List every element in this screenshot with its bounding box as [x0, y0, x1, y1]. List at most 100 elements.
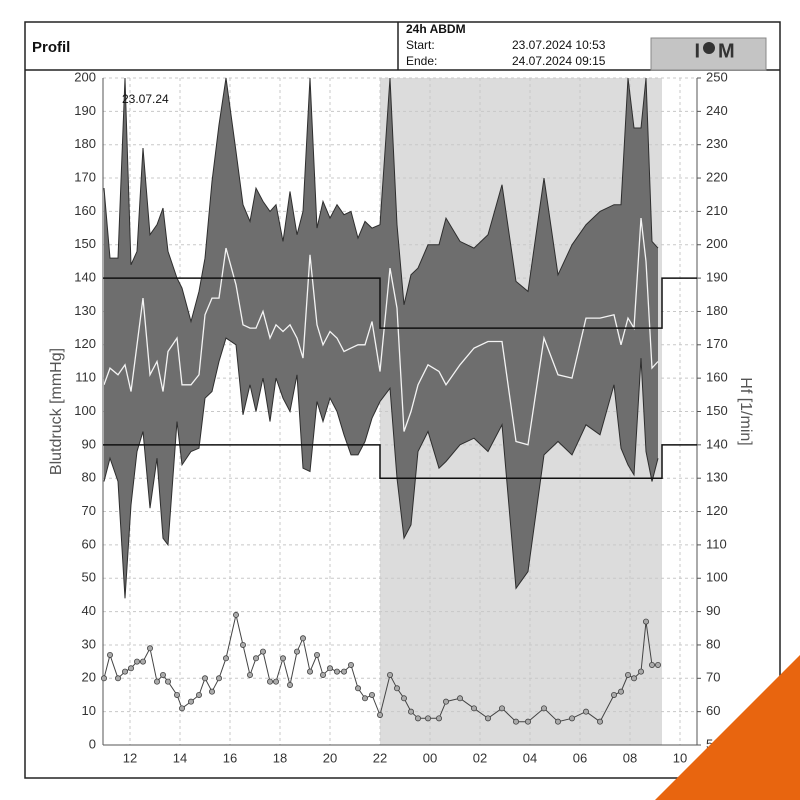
hr-point: [376, 711, 383, 718]
y-tick-label: 20: [82, 670, 96, 685]
x-tick-label: 00: [423, 750, 437, 765]
hr-point: [215, 675, 222, 682]
y-tick-label: 80: [82, 470, 96, 485]
y2-tick-label: 180: [706, 303, 728, 318]
hr-point: [525, 718, 532, 725]
hr-point: [638, 668, 645, 675]
hr-point: [101, 675, 108, 682]
x-tick-label: 16: [223, 750, 237, 765]
hr-point: [583, 708, 590, 715]
hr-point: [631, 675, 638, 682]
hr-point: [470, 705, 477, 712]
annotation: 23.07.24: [122, 92, 169, 106]
series-line: [103, 337, 659, 599]
y2-tick-label: 170: [706, 336, 728, 351]
frame: [24, 21, 781, 779]
range-band: [104, 78, 658, 599]
hr-point: [195, 691, 202, 698]
y-tick-label: 180: [74, 136, 96, 151]
hr-point: [293, 648, 300, 655]
y-tick-label: 170: [74, 169, 96, 184]
hr-point: [513, 718, 520, 725]
hr-point: [107, 651, 114, 658]
corner-decoration: [655, 655, 800, 800]
y-tick-label: 110: [75, 370, 96, 385]
hr-point: [484, 715, 491, 722]
hr-point: [333, 668, 340, 675]
hr-point: [649, 661, 656, 668]
y2-tick-label: 250: [706, 69, 728, 84]
hr-point: [407, 708, 414, 715]
hr-point: [498, 705, 505, 712]
hr-point: [354, 685, 361, 692]
y-tick-label: 60: [82, 536, 96, 551]
y2-tick-label: 130: [706, 470, 728, 485]
hr-point: [400, 695, 407, 702]
hr-point: [456, 695, 463, 702]
hr-point: [340, 668, 347, 675]
hr-point: [319, 671, 326, 678]
hr-point: [127, 665, 134, 672]
report-title: 24h ABDM: [406, 22, 466, 36]
end-label: Ende:: [406, 54, 437, 68]
hr-point: [435, 715, 442, 722]
x-tick-label: 02: [473, 750, 487, 765]
logo-dot: [703, 42, 715, 54]
hr-point: [541, 705, 548, 712]
logo-letter: I: [694, 40, 700, 62]
hr-point: [611, 691, 618, 698]
y-tick-label: 40: [82, 603, 96, 618]
hr-point: [159, 671, 166, 678]
hr-point: [115, 675, 122, 682]
y-tick-label: 140: [74, 270, 96, 285]
y2-tick-label: 60: [706, 703, 720, 718]
hr-point: [655, 661, 662, 668]
x-tick-label: 10: [673, 750, 687, 765]
hr-point: [442, 698, 449, 705]
y-tick-label: 130: [74, 303, 96, 318]
series-line: [103, 218, 659, 446]
hr-point: [368, 691, 375, 698]
hr-point: [187, 698, 194, 705]
y2-tick-label: 200: [706, 236, 728, 251]
y-tick-label: 0: [89, 736, 96, 751]
hr-point: [246, 671, 253, 678]
y2-tick-label: 240: [706, 103, 728, 118]
hr-point: [555, 718, 562, 725]
hr-point: [625, 671, 632, 678]
hr-point: [178, 705, 185, 712]
y-tick-label: 190: [74, 103, 96, 118]
plot: 0102030405060708090100110120130140150160…: [48, 69, 754, 765]
hr-point: [386, 671, 393, 678]
hr-point: [164, 678, 171, 685]
y2-tick-label: 140: [706, 436, 728, 451]
hr-point: [597, 718, 604, 725]
hr-point: [643, 618, 650, 625]
y2-tick-label: 190: [706, 270, 728, 285]
hr-point: [252, 655, 259, 662]
hr-point: [222, 655, 229, 662]
y-tick-label: 50: [82, 570, 96, 585]
hr-point: [286, 681, 293, 688]
hr-point: [201, 675, 208, 682]
y2-tick-label: 110: [706, 536, 727, 551]
x-tick-label: 14: [173, 750, 187, 765]
logo-letter: M: [718, 40, 735, 62]
hr-point: [569, 715, 576, 722]
hr-point: [424, 715, 431, 722]
y2-tick-label: 80: [706, 636, 720, 651]
hr-point: [299, 635, 306, 642]
hr-point: [232, 611, 239, 618]
y-tick-label: 120: [74, 336, 96, 351]
hr-point: [618, 688, 625, 695]
hr-point: [122, 668, 129, 675]
y2-tick-label: 90: [706, 603, 720, 618]
y2-tick-label: 120: [706, 503, 728, 518]
hr-point: [173, 691, 180, 698]
y2-tick-label: 160: [706, 370, 728, 385]
hr-point: [414, 715, 421, 722]
y-tick-label: 10: [82, 703, 96, 718]
y2-tick-label: 230: [706, 136, 728, 151]
limit-line: [103, 444, 697, 479]
